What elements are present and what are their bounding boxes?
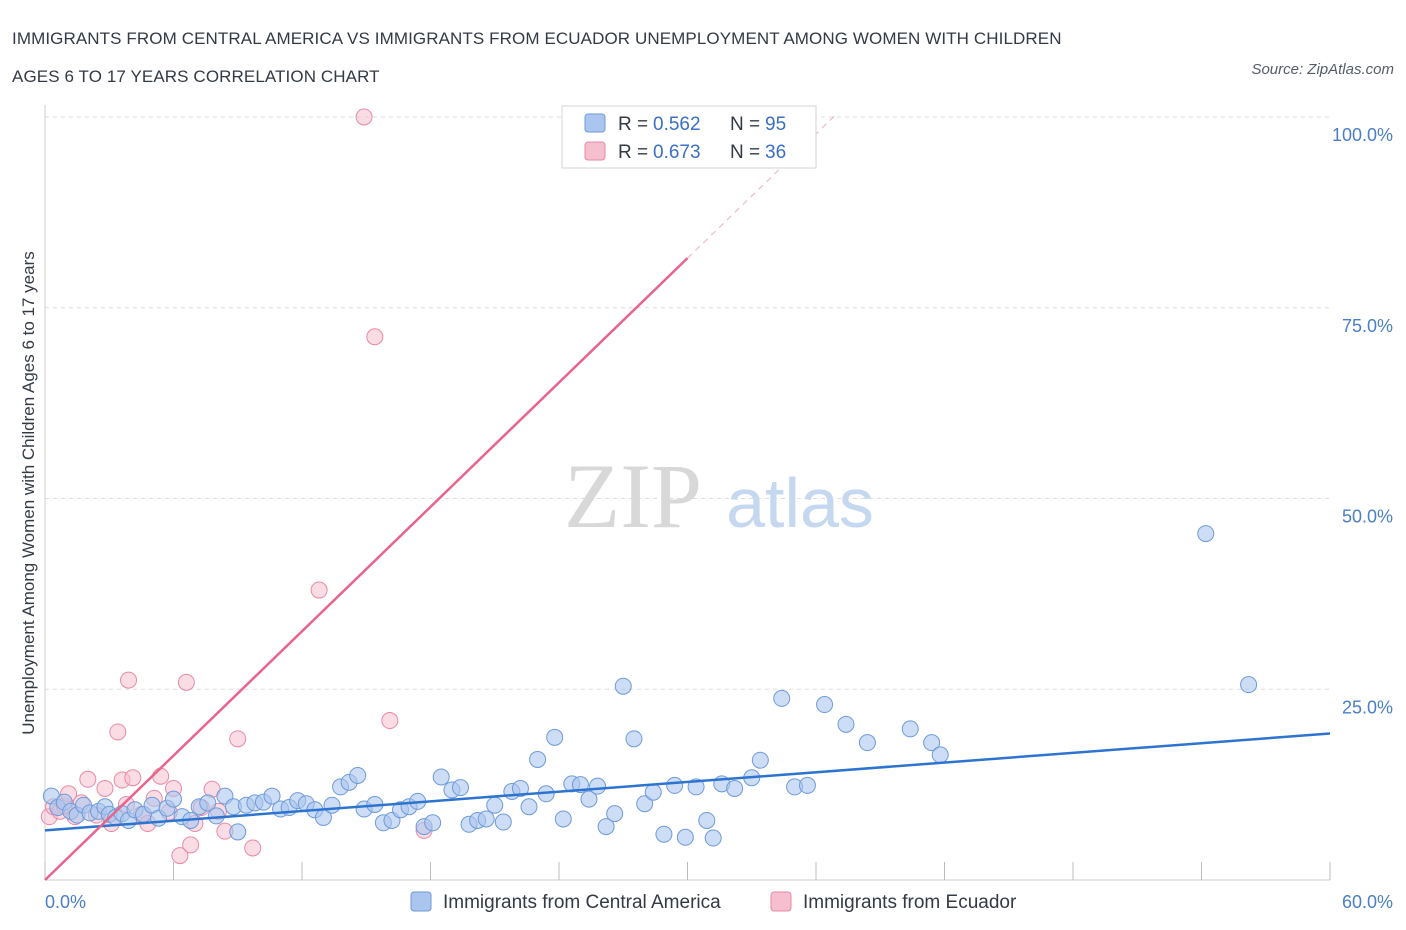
grid	[45, 116, 1330, 690]
chart-title: IMMIGRANTS FROM CENTRAL AMERICA VS IMMIG…	[12, 20, 1212, 96]
point-central-america	[1197, 525, 1215, 543]
point-ecuador	[229, 730, 247, 748]
point-ecuador	[355, 108, 373, 126]
legend-r-value-2: 0.673	[653, 142, 701, 163]
y-tick-label: 25.0%	[1342, 697, 1393, 717]
y-tick-label: 50.0%	[1342, 507, 1393, 527]
point-ecuador	[381, 712, 399, 730]
point-central-america	[726, 779, 744, 797]
y-axis-label: Unemployment Among Women with Children A…	[19, 251, 38, 735]
point-central-america	[644, 783, 662, 801]
point-ecuador	[109, 723, 127, 741]
point-central-america	[773, 689, 791, 707]
point-central-america	[837, 715, 855, 733]
point-central-america	[165, 790, 182, 808]
axes	[44, 105, 1331, 881]
point-central-america	[229, 823, 247, 841]
point-central-america	[704, 829, 722, 847]
bottom-legend-swatch-pink	[770, 891, 792, 912]
point-ecuador	[124, 769, 142, 787]
point-central-america	[676, 828, 694, 846]
point-central-america	[323, 796, 341, 814]
trendline-central-america	[44, 732, 1331, 832]
trendlines	[44, 112, 1331, 881]
point-central-america	[546, 728, 564, 746]
point-central-america	[529, 750, 547, 768]
point-central-america	[520, 798, 538, 816]
trendline-ecuador-extension	[687, 112, 838, 259]
x-tick-label-max: 60.0%	[1342, 892, 1393, 912]
title-line-2: AGES 6 TO 17 YEARS CORRELATION CHART	[12, 67, 380, 86]
title-line-1: IMMIGRANTS FROM CENTRAL AMERICA VS IMMIG…	[12, 29, 1062, 48]
point-central-america	[606, 805, 624, 823]
point-ecuador	[171, 847, 189, 865]
point-central-america	[751, 751, 769, 769]
point-central-america	[931, 746, 949, 764]
point-central-america	[263, 787, 281, 805]
bottom-legend-label-2: Immigrants from Ecuador	[803, 892, 1017, 913]
point-ecuador	[244, 839, 262, 857]
trendline-ecuador	[44, 257, 689, 881]
point-ecuador	[177, 673, 195, 691]
point-central-america	[666, 776, 684, 794]
point-ecuador	[120, 671, 138, 689]
legend-r-label-1: R =	[618, 114, 648, 135]
point-central-america	[494, 813, 512, 831]
legend: R = 0.562 N = 95 R = 0.673 N = 36	[561, 105, 817, 169]
point-central-america	[580, 790, 598, 808]
point-central-america	[199, 794, 217, 812]
y-tick-label: 100.0%	[1332, 125, 1393, 145]
point-central-america	[798, 776, 816, 794]
point-ecuador	[79, 770, 97, 788]
watermark-atlas: atlas	[726, 464, 874, 542]
legend-r-label-2: R =	[618, 142, 648, 163]
point-central-america	[625, 730, 643, 748]
legend-swatch-blue	[584, 113, 606, 133]
bottom-legend-swatch-blue	[410, 891, 432, 912]
point-central-america	[597, 818, 615, 836]
watermark-zip: ZIP	[564, 445, 702, 547]
watermark: ZIP atlas	[564, 445, 874, 547]
tick-labels: 25.0% 50.0% 75.0% 100.0% 0.0% 60.0%	[45, 125, 1393, 912]
legend-n-label-2: N =	[730, 142, 760, 163]
point-central-america	[554, 810, 572, 828]
point-central-america	[636, 795, 654, 813]
legend-n-value-1: 95	[765, 114, 786, 135]
source-label: Source: ZipAtlas.com	[1251, 61, 1394, 78]
legend-swatch-pink	[584, 141, 606, 161]
point-central-america	[432, 768, 450, 786]
point-central-america	[451, 779, 469, 797]
bottom-legend-label-1: Immigrants from Central America	[443, 892, 721, 913]
series-ecuador-points	[40, 108, 433, 865]
point-central-america	[614, 677, 632, 695]
point-central-america	[1240, 676, 1258, 694]
point-ecuador	[310, 581, 328, 599]
point-ecuador	[366, 328, 384, 346]
point-central-america	[687, 778, 705, 796]
point-central-america	[486, 796, 504, 814]
legend-n-label-1: N =	[730, 114, 760, 135]
legend-n-value-2: 36	[765, 142, 786, 163]
point-ecuador	[152, 767, 170, 785]
point-ecuador	[96, 779, 114, 797]
point-central-america	[424, 814, 442, 832]
point-central-america	[511, 779, 529, 797]
x-tick-label-min: 0.0%	[45, 892, 86, 912]
point-central-america	[698, 811, 716, 829]
point-central-america	[858, 734, 876, 752]
point-central-america	[655, 825, 673, 843]
point-ecuador	[182, 836, 200, 854]
point-central-america	[349, 766, 367, 784]
point-central-america	[816, 696, 834, 714]
point-central-america	[477, 810, 495, 828]
point-central-america	[923, 734, 941, 752]
legend-r-value-1: 0.562	[653, 114, 701, 135]
series-central-america-points	[42, 525, 1258, 847]
point-central-america	[901, 720, 919, 738]
point-central-america	[589, 777, 607, 795]
y-tick-label: 75.0%	[1342, 316, 1393, 336]
bottom-legend: Immigrants from Central America Immigran…	[410, 891, 1017, 913]
